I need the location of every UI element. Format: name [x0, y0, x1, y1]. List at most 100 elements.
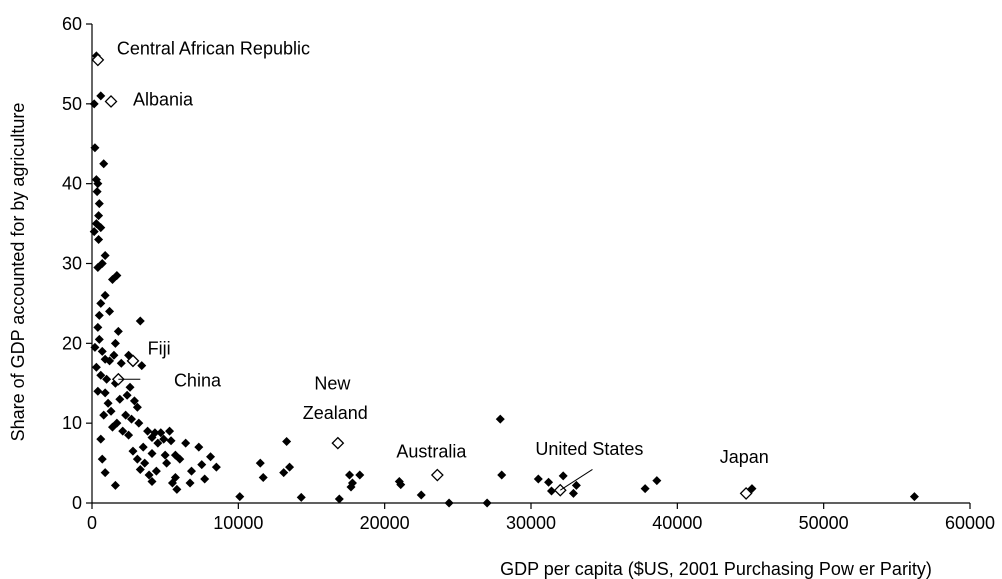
filled-diamond-point [89, 227, 99, 237]
filled-diamond-point [100, 388, 110, 398]
point-annotation: Japan [720, 447, 769, 467]
y-tick-label: 20 [62, 333, 82, 353]
filled-diamond-point [109, 350, 119, 360]
hollow-diamond-point [104, 95, 118, 108]
filled-diamond-point [118, 426, 128, 436]
filled-diamond-point [346, 482, 356, 492]
filled-diamond-point [92, 187, 102, 197]
filled-diamond-point [185, 478, 195, 488]
filled-diamond-point [100, 251, 110, 261]
x-axis-title: GDP per capita ($US, 2001 Purchasing Pow… [500, 559, 932, 579]
filled-diamond-point [162, 458, 172, 468]
filled-diamond-point [160, 450, 170, 460]
point-annotation: China [174, 370, 222, 390]
y-tick-label: 60 [62, 14, 82, 34]
filled-diamond-point [94, 199, 104, 209]
filled-diamond-point [172, 484, 182, 494]
filled-diamond-point [110, 338, 120, 348]
hollow-diamond-point [126, 354, 140, 368]
filled-diamond-point [96, 370, 106, 380]
filled-diamond-point [355, 470, 365, 480]
filled-diamond-point [282, 437, 292, 447]
filled-diamond-point [128, 446, 138, 456]
y-tick-label: 30 [62, 254, 82, 274]
filled-diamond-point [127, 414, 137, 424]
filled-diamond-point [144, 470, 154, 480]
filled-diamond-point [107, 422, 117, 432]
filled-diamond-point [96, 91, 106, 101]
hollow-diamond-point [739, 487, 753, 500]
filled-diamond-point [132, 454, 142, 464]
x-tick-label: 60000 [945, 513, 995, 533]
filled-diamond-point [90, 143, 100, 153]
filled-diamond-point [909, 492, 919, 502]
filled-diamond-point [129, 396, 139, 406]
filled-diamond-point [113, 326, 123, 336]
filled-diamond-point [97, 346, 107, 356]
filled-diamond-point [143, 426, 153, 436]
filled-diamond-point [106, 406, 116, 416]
filled-diamond-point [165, 426, 175, 436]
filled-diamond-point [235, 492, 245, 502]
filled-diamond-point [93, 386, 103, 396]
filled-diamond-point [156, 428, 166, 438]
filled-diamond-point [137, 361, 147, 371]
hollow-diamond-point [331, 436, 345, 450]
filled-diamond-point [640, 484, 650, 494]
filled-diamond-point [134, 418, 144, 428]
filled-diamond-point [89, 99, 99, 109]
filled-diamond-point [279, 468, 289, 478]
filled-diamond-point [124, 430, 134, 440]
filled-diamond-point [107, 274, 117, 284]
filled-diamond-point [482, 498, 492, 508]
filled-diamond-point [544, 477, 554, 487]
filled-diamond-point [103, 398, 113, 408]
filled-diamond-point [345, 470, 355, 480]
axes: 0 10 20 30 40 50 60 0 10000 20000 30000 40000 50000 6… [62, 14, 995, 533]
filled-diamond-point [99, 410, 109, 420]
filled-diamond-point [334, 494, 344, 504]
point-annotation: New [314, 374, 351, 394]
filled-diamond-point [105, 306, 115, 316]
filled-diamond-point [94, 334, 104, 344]
filled-diamond-point [147, 449, 157, 459]
x-tick-label: 10000 [213, 513, 263, 533]
filled-diamond-point [285, 462, 295, 472]
filled-diamond-point [125, 382, 135, 392]
point-annotation: Albania [133, 89, 194, 109]
filled-diamond-point [211, 462, 221, 472]
x-tick-label: 30000 [506, 513, 556, 533]
filled-diamond-point [90, 342, 100, 352]
filled-diamond-point [94, 235, 104, 245]
filled-diamond-point [296, 492, 306, 502]
filled-diamond-point [546, 486, 556, 496]
filled-diamond-point [396, 480, 406, 490]
point-annotation: United States [535, 439, 643, 459]
filled-diamond-point [135, 464, 145, 474]
filled-diamond-point [140, 458, 150, 468]
x-tick-label: 50000 [799, 513, 849, 533]
filled-diamond-point [132, 402, 142, 412]
data-points [89, 51, 919, 508]
filled-diamond-point [147, 433, 157, 443]
filled-diamond-point [121, 410, 131, 420]
filled-diamond-point [167, 478, 177, 488]
filled-diamond-point [105, 356, 115, 366]
y-tick-label: 40 [62, 174, 82, 194]
filled-diamond-point [153, 438, 163, 448]
filled-diamond-point [495, 414, 505, 424]
point-annotation: Zealand [303, 403, 368, 423]
filled-diamond-point [571, 480, 581, 490]
filled-diamond-point [100, 290, 110, 300]
filled-diamond-point [159, 434, 169, 444]
filled-diamond-point [100, 468, 110, 478]
filled-diamond-point [116, 358, 126, 368]
filled-diamond-point [96, 434, 106, 444]
filled-diamond-point [151, 466, 161, 476]
filled-diamond-point [175, 454, 185, 464]
filled-diamond-point [94, 211, 104, 221]
y-tick-label: 10 [62, 413, 82, 433]
filled-diamond-point [255, 458, 265, 468]
point-annotation: Fiji [148, 339, 171, 359]
